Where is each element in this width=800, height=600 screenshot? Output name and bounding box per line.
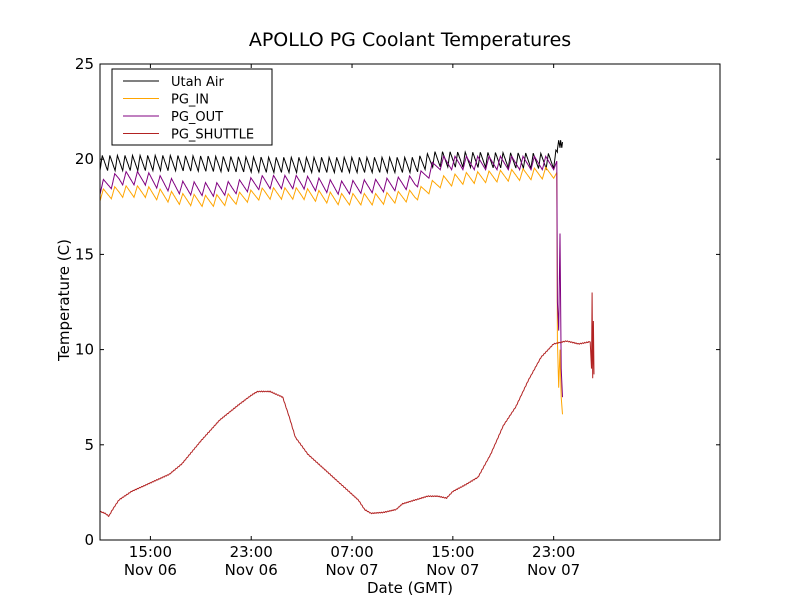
x-tick-label-date: Nov 07 xyxy=(527,561,580,579)
y-axis-label: Temperature (C) xyxy=(55,239,73,362)
x-tick-label-date: Nov 07 xyxy=(325,561,378,579)
plot-frame xyxy=(99,63,721,541)
series-line-utah-air xyxy=(100,140,563,175)
series-layer xyxy=(100,140,595,518)
legend-box xyxy=(111,68,273,146)
x-tick-label-time: 07:00 xyxy=(330,543,373,561)
x-tick-label-date: Nov 06 xyxy=(124,561,177,579)
x-tick-label-time: 23:00 xyxy=(230,543,273,561)
series-line-pg-out xyxy=(100,154,563,398)
series-line-pg-in xyxy=(100,166,563,415)
y-tick-label: 0 xyxy=(84,531,94,549)
y-tick-label: 5 xyxy=(84,436,94,454)
y-tick-label: 20 xyxy=(75,150,94,168)
legend: Utah Air PG_IN PG_OUT PG_SHUTTLE xyxy=(111,68,273,146)
y-tick-label: 15 xyxy=(75,245,94,263)
x-tick-label-time: 23:00 xyxy=(532,543,575,561)
x-axis-label: Date (GMT) xyxy=(367,579,453,597)
legend-label: PG_IN xyxy=(171,93,209,108)
y-tick-label: 25 xyxy=(75,55,94,73)
series-line-pg-shuttle xyxy=(100,292,595,518)
x-tick-label-time: 15:00 xyxy=(431,543,474,561)
legend-label: Utah Air xyxy=(171,75,224,90)
legend-label: PG_SHUTTLE xyxy=(171,128,254,143)
x-tick-label-date: Nov 07 xyxy=(426,561,479,579)
chart-title: APOLLO PG Coolant Temperatures xyxy=(249,29,571,51)
x-tick-label-date: Nov 06 xyxy=(225,561,278,579)
y-tick-label: 10 xyxy=(75,341,94,359)
x-tick-label-time: 15:00 xyxy=(129,543,172,561)
legend-label: PG_OUT xyxy=(171,110,223,125)
